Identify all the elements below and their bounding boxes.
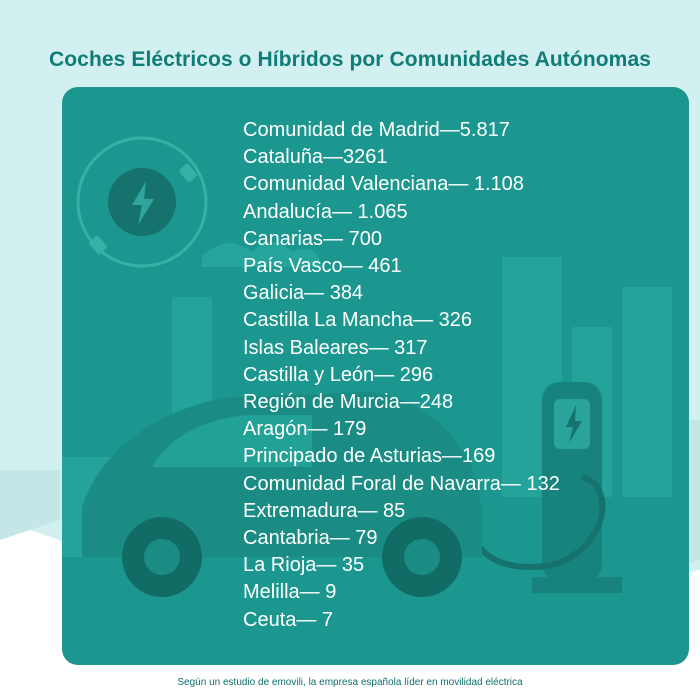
list-item: Comunidad Valenciana— 1.108 [243, 173, 524, 196]
source-footnote: Según un estudio de emovili, la empresa … [177, 677, 523, 688]
list-item: Andalucía— 1.065 [243, 200, 408, 223]
electric-car-illustration [62, 136, 672, 597]
list-item: Melilla— 9 [243, 581, 337, 604]
list-item: Ceuta— 7 [243, 608, 334, 631]
list-item: Cantabria— 79 [243, 527, 378, 550]
list-item: Cataluña—3261 [243, 146, 388, 169]
list-item: Castilla y León— 296 [243, 363, 434, 386]
list-item: Islas Baleares— 317 [243, 336, 428, 359]
list-item: Canarias— 700 [243, 227, 382, 250]
list-item: Principado de Asturias—169 [243, 445, 496, 468]
list-item: Comunidad de Madrid—5.817 [243, 119, 510, 141]
list-item: Castilla La Mancha— 326 [243, 309, 473, 332]
content-card: Comunidad de Madrid—5.817 Cataluña—3261 … [62, 87, 689, 665]
page-title: Coches Eléctricos o Híbridos por Comunid… [48, 48, 652, 72]
list-item: Aragón— 179 [243, 418, 367, 441]
list-item: Galicia— 384 [243, 282, 364, 305]
list-item: País Vasco— 461 [243, 255, 402, 278]
list-item: La Rioja— 35 [243, 554, 365, 577]
list-item: Comunidad Foral de Navarra— 132 [243, 472, 560, 495]
region-list: Comunidad de Madrid—5.817 Cataluña—3261 … [243, 117, 560, 634]
plug-charging-icon [76, 136, 208, 268]
list-item: Extremadura— 85 [243, 499, 406, 522]
list-item: Región de Murcia—248 [243, 391, 454, 414]
